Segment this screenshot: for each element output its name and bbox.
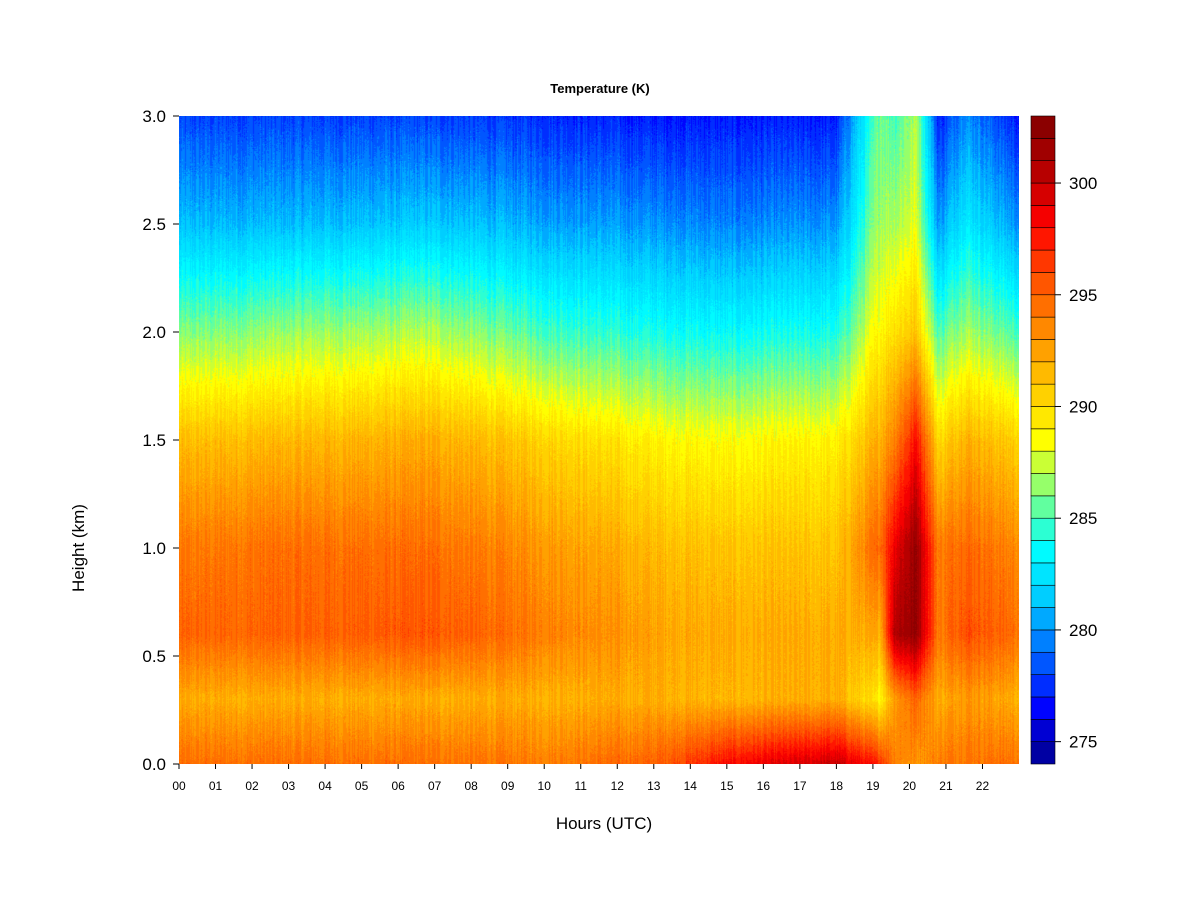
y-tick-label: 2.0 bbox=[142, 323, 166, 342]
x-tick-label: 20 bbox=[903, 779, 917, 793]
x-axis: 00 01 02 03 04 05 06 07 08 09 10 11 12 13 14 15 16 17 18 19… bbox=[172, 764, 989, 793]
colorbar-tick-label: 275 bbox=[1069, 733, 1097, 752]
colorbar-segment bbox=[1030, 540, 1056, 564]
colorbar-segment bbox=[1030, 629, 1056, 653]
x-tick-label: 15 bbox=[720, 779, 734, 793]
colorbar bbox=[1030, 115, 1056, 765]
x-tick-label: 12 bbox=[611, 779, 625, 793]
x-tick-label: 18 bbox=[830, 779, 844, 793]
x-tick-label: 02 bbox=[245, 779, 259, 793]
colorbar-tick-label: 295 bbox=[1069, 286, 1097, 305]
colorbar-segment bbox=[1030, 272, 1056, 296]
x-tick-label: 19 bbox=[866, 779, 880, 793]
colorbar-segment bbox=[1030, 428, 1056, 452]
colorbar-segment bbox=[1030, 651, 1056, 675]
colorbar-segment bbox=[1030, 562, 1056, 586]
colorbar-segment bbox=[1030, 115, 1056, 139]
x-tick-label: 14 bbox=[684, 779, 698, 793]
colorbar-segment bbox=[1030, 607, 1056, 631]
x-tick-label: 04 bbox=[318, 779, 332, 793]
colorbar-segment bbox=[1030, 406, 1056, 430]
colorbar-segment bbox=[1030, 361, 1056, 385]
colorbar-segment bbox=[1030, 339, 1056, 363]
colorbar-segment bbox=[1030, 473, 1056, 497]
x-axis-label: Hours (UTC) bbox=[556, 814, 652, 833]
colorbar-segment bbox=[1030, 719, 1056, 742]
x-tick-label: 07 bbox=[428, 779, 442, 793]
x-tick-label: 11 bbox=[575, 779, 588, 793]
colorbar-tick-label: 300 bbox=[1069, 174, 1097, 193]
colorbar-segment bbox=[1030, 517, 1056, 541]
x-tick-label: 16 bbox=[757, 779, 771, 793]
colorbar-tick-label: 290 bbox=[1069, 397, 1097, 416]
colorbar-segment bbox=[1030, 383, 1056, 407]
colorbar-tick-label: 285 bbox=[1069, 509, 1097, 528]
colorbar-segment bbox=[1030, 138, 1056, 161]
y-axis: 0.0 0.5 1.0 1.5 2.0 2.5 3.0 bbox=[142, 107, 179, 774]
x-tick-label: 09 bbox=[501, 779, 515, 793]
colorbar-segment bbox=[1030, 316, 1056, 340]
heatmap-field bbox=[179, 116, 1019, 764]
x-tick-label: 08 bbox=[464, 779, 478, 793]
colorbar-segment bbox=[1030, 249, 1056, 273]
y-tick-label: 2.5 bbox=[142, 215, 166, 234]
colorbar-segment bbox=[1030, 584, 1056, 608]
plot-area bbox=[179, 116, 1019, 764]
colorbar-segment bbox=[1030, 674, 1056, 698]
colorbar-segment bbox=[1030, 182, 1056, 206]
y-tick-label: 3.0 bbox=[142, 107, 166, 126]
x-tick-label: 05 bbox=[355, 779, 369, 793]
x-tick-label: 17 bbox=[793, 779, 807, 793]
x-tick-label: 10 bbox=[538, 779, 552, 793]
x-tick-label: 21 bbox=[939, 779, 953, 793]
y-axis-label: Height (km) bbox=[69, 504, 88, 592]
y-tick-label: 0.5 bbox=[142, 647, 166, 666]
colorbar-segment bbox=[1030, 696, 1056, 720]
y-tick-label: 1.0 bbox=[142, 539, 166, 558]
x-tick-label: 01 bbox=[209, 779, 223, 793]
x-tick-label: 03 bbox=[282, 779, 296, 793]
y-tick-label: 0.0 bbox=[142, 755, 166, 774]
colorbar-segment bbox=[1030, 495, 1056, 519]
x-tick-label: 22 bbox=[976, 779, 990, 793]
colorbar-segment bbox=[1030, 294, 1056, 318]
y-tick-label: 1.5 bbox=[142, 431, 166, 450]
chart-title: Temperature (K) bbox=[550, 81, 649, 96]
colorbar-segment bbox=[1030, 450, 1056, 474]
colorbar-ticks: 275 280 285 290 295 300 bbox=[1055, 174, 1097, 752]
x-tick-label: 13 bbox=[647, 779, 661, 793]
x-tick-label: 06 bbox=[391, 779, 405, 793]
colorbar-segment bbox=[1030, 160, 1056, 184]
colorbar-tick-label: 280 bbox=[1069, 621, 1097, 640]
x-tick-label: 00 bbox=[172, 779, 186, 793]
colorbar-segment bbox=[1030, 741, 1056, 765]
colorbar-segment bbox=[1030, 205, 1056, 229]
colorbar-segment bbox=[1030, 227, 1056, 251]
